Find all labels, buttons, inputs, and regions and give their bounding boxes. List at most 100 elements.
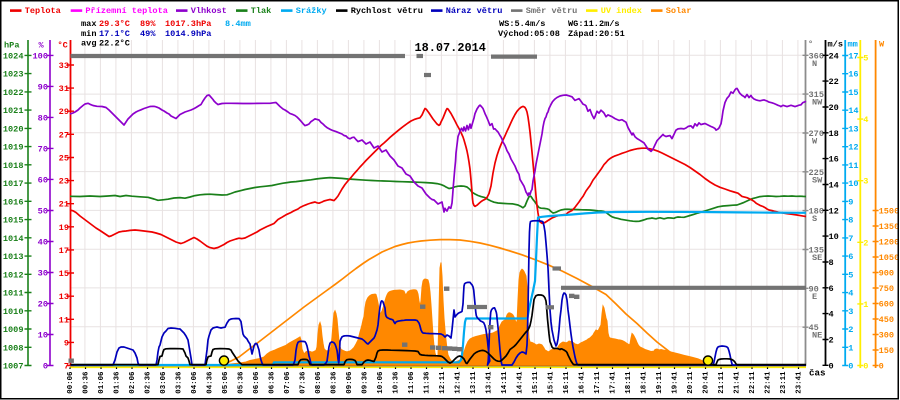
svg-text:max: max [81,19,96,29]
svg-text:09:06: 09:06 [346,371,354,394]
svg-text:Teplota: Teplota [25,6,61,16]
svg-text:1050: 1050 [879,253,900,263]
svg-text:1020: 1020 [3,124,24,134]
svg-text:7: 7 [848,234,853,244]
svg-text:4: 4 [848,289,853,299]
svg-text:0: 0 [848,362,853,372]
svg-text:06:06: 06:06 [253,371,261,394]
svg-text:1008: 1008 [3,343,24,353]
svg-text:10: 10 [848,179,858,189]
svg-text:1019: 1019 [3,143,24,153]
svg-text:15: 15 [59,269,69,279]
svg-text:1015: 1015 [3,216,24,226]
svg-text:4: 4 [863,115,868,125]
svg-text:05:36: 05:36 [238,371,246,394]
svg-text:180: 180 [809,207,824,217]
svg-text:8: 8 [829,258,834,268]
svg-text:150: 150 [879,346,894,356]
svg-text:14:11: 14:11 [501,371,509,394]
svg-text:8.4mm: 8.4mm [225,19,251,29]
svg-text:27: 27 [59,130,69,140]
svg-text:6: 6 [829,284,834,294]
svg-text:1010: 1010 [3,307,24,317]
svg-text:3: 3 [863,177,868,187]
svg-text:3: 3 [848,307,853,317]
svg-text:2: 2 [829,336,834,346]
svg-text:900: 900 [879,269,894,279]
svg-text:17:41: 17:41 [610,371,618,394]
svg-text:25: 25 [59,154,69,164]
svg-text:19:41: 19:41 [672,371,680,394]
svg-text:mm: mm [848,40,858,50]
svg-text:Solar: Solar [666,6,692,16]
svg-text:06:36: 06:36 [269,371,277,394]
svg-text:5: 5 [863,54,868,64]
svg-text:18: 18 [829,129,839,139]
svg-text:23:11: 23:11 [780,371,788,394]
svg-text:9: 9 [64,338,69,348]
svg-text:5: 5 [848,270,853,280]
svg-text:22.2°C: 22.2°C [99,38,130,48]
svg-text:135: 135 [809,246,824,256]
svg-text:90: 90 [38,82,48,92]
svg-text:04:06: 04:06 [191,371,199,394]
svg-text:4: 4 [829,310,834,320]
svg-text:49%: 49% [140,29,156,39]
svg-text:14:41: 14:41 [517,371,525,394]
svg-text:NE: NE [812,331,822,341]
svg-text:22:11: 22:11 [749,371,757,394]
svg-text:13: 13 [848,124,858,134]
svg-text:Vlhkost: Vlhkost [191,6,227,16]
svg-text:9: 9 [848,197,853,207]
svg-text:40: 40 [38,238,48,248]
svg-text:33: 33 [59,61,69,71]
svg-text:89%: 89% [140,19,156,29]
svg-text:45: 45 [809,323,819,333]
svg-text:12: 12 [848,143,858,153]
svg-text:08:36: 08:36 [331,371,339,394]
svg-text:15: 15 [848,88,858,98]
svg-text:50: 50 [38,207,48,217]
svg-text:300: 300 [879,331,894,341]
svg-text:1016: 1016 [3,197,24,207]
svg-text:04:36: 04:36 [207,371,215,394]
svg-text:22: 22 [829,77,839,87]
svg-text:SE: SE [812,253,822,263]
svg-text:1011: 1011 [3,289,24,299]
svg-text:21: 21 [59,200,69,210]
svg-text:13:11: 13:11 [470,371,478,394]
svg-text:0: 0 [863,362,868,372]
svg-text:17: 17 [848,52,858,62]
svg-text:7: 7 [64,362,69,372]
svg-text:14: 14 [848,106,858,116]
svg-text:270: 270 [809,129,824,139]
svg-text:750: 750 [879,284,894,294]
svg-text:N: N [812,59,817,69]
svg-text:03:06: 03:06 [160,371,168,394]
svg-text:Srážky: Srážky [296,6,327,16]
svg-text:29: 29 [59,107,69,117]
svg-text:W: W [812,137,818,147]
svg-text:03:36: 03:36 [176,371,184,394]
svg-text:15:41: 15:41 [548,371,556,394]
svg-text:11:36: 11:36 [424,371,432,394]
svg-text:1012: 1012 [3,270,24,280]
svg-text:17: 17 [59,246,69,256]
svg-text:315: 315 [809,90,824,100]
svg-text:Západ:20:51: Západ:20:51 [568,29,625,39]
svg-text:600: 600 [879,300,894,310]
svg-text:13: 13 [59,292,69,302]
svg-text:Rychlost větru: Rychlost větru [351,6,423,16]
svg-text:1014.9hPa: 1014.9hPa [165,29,211,39]
svg-text:31: 31 [59,84,69,94]
svg-text:1500: 1500 [879,207,900,217]
svg-text:NW: NW [812,98,823,108]
svg-text:80: 80 [38,113,48,123]
svg-text:2: 2 [863,238,868,248]
svg-text:1017: 1017 [3,179,24,189]
svg-text:0: 0 [43,362,48,372]
svg-text:1013: 1013 [3,252,24,262]
svg-text:16: 16 [829,155,839,165]
svg-text:100: 100 [33,51,48,61]
svg-text:Tlak: Tlak [251,6,272,16]
